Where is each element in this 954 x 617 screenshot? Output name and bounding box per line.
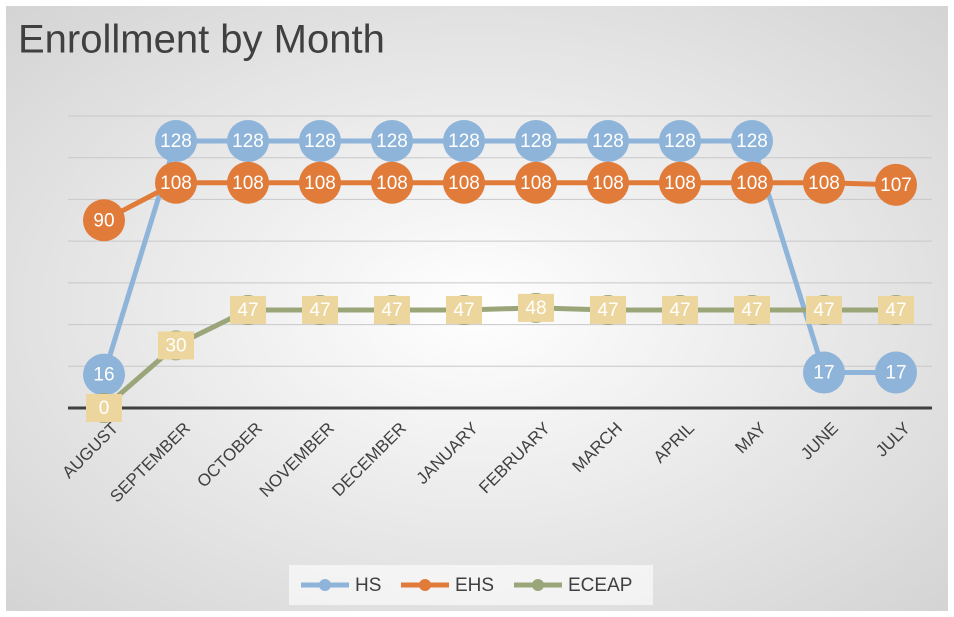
data-label: 48	[525, 298, 546, 319]
marker	[659, 161, 701, 204]
legend-label: EHS	[455, 575, 494, 596]
data-label: 47	[813, 300, 834, 321]
data-label: 47	[237, 300, 258, 321]
marker	[443, 120, 485, 163]
data-label-box	[302, 295, 338, 324]
data-label-box	[806, 295, 842, 324]
marker	[587, 161, 629, 204]
data-label: 108	[232, 173, 264, 194]
chart-title: Enrollment by Month	[18, 18, 385, 62]
marker	[83, 199, 125, 242]
marker	[83, 353, 125, 396]
marker	[155, 120, 197, 163]
marker	[443, 161, 485, 204]
data-label: 128	[448, 131, 480, 152]
data-label: 128	[664, 131, 696, 152]
data-label: 108	[376, 173, 408, 194]
marker	[803, 351, 845, 394]
marker	[875, 351, 917, 394]
marker	[227, 161, 269, 204]
data-label: 47	[309, 300, 330, 321]
data-label: 47	[453, 300, 474, 321]
data-label: 108	[736, 173, 768, 194]
data-label-box	[446, 295, 482, 324]
data-label: 47	[381, 300, 402, 321]
data-label: 128	[160, 131, 192, 152]
data-label: 108	[304, 173, 336, 194]
data-label: 128	[592, 131, 624, 152]
data-label: 108	[808, 173, 840, 194]
data-label-box	[662, 295, 698, 324]
marker	[371, 161, 413, 204]
data-label: 128	[736, 131, 768, 152]
data-label: 128	[376, 131, 408, 152]
data-label-box	[230, 295, 266, 324]
marker	[299, 161, 341, 204]
data-label: 107	[880, 175, 912, 196]
data-label: 17	[885, 363, 906, 384]
marker	[731, 120, 773, 163]
marker	[515, 161, 557, 204]
legend-marker	[319, 579, 331, 591]
data-label: 108	[160, 173, 192, 194]
marker	[731, 161, 773, 204]
data-label: 0	[99, 398, 110, 419]
data-label: 47	[597, 300, 618, 321]
marker	[155, 161, 197, 204]
data-label: 17	[813, 363, 834, 384]
data-label: 47	[669, 300, 690, 321]
legend-label: ECEAP	[568, 575, 632, 596]
data-label: 108	[592, 173, 624, 194]
marker	[803, 161, 845, 204]
data-label: 108	[448, 173, 480, 194]
marker	[515, 120, 557, 163]
marker	[371, 120, 413, 163]
marker	[875, 163, 917, 206]
data-label-box	[158, 331, 194, 360]
data-label: 128	[304, 131, 336, 152]
data-label-box	[86, 394, 122, 422]
data-label: 108	[520, 173, 552, 194]
data-label: 47	[741, 300, 762, 321]
data-label: 47	[885, 300, 906, 321]
data-label-box	[518, 293, 554, 322]
data-label: 30	[165, 335, 186, 356]
data-label-box	[878, 295, 914, 324]
legend-marker	[532, 579, 544, 591]
data-label-box	[734, 295, 770, 324]
marker	[227, 120, 269, 163]
legend-marker	[419, 579, 431, 591]
marker	[659, 120, 701, 163]
data-label: 128	[520, 131, 552, 152]
data-label: 16	[93, 365, 114, 386]
data-label-box	[590, 295, 626, 324]
marker	[587, 120, 629, 163]
data-label: 108	[664, 173, 696, 194]
data-label-box	[374, 295, 410, 324]
marker	[299, 120, 341, 163]
legend-label: HS	[355, 575, 381, 596]
data-label: 128	[232, 131, 264, 152]
data-label: 90	[93, 210, 114, 231]
legend-background	[289, 565, 653, 605]
